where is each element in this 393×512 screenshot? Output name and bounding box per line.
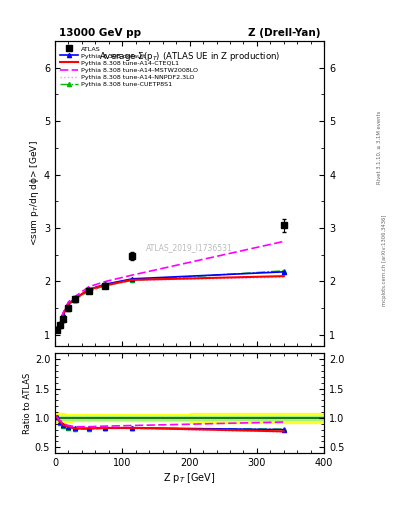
Text: Z (Drell-Yan): Z (Drell-Yan)	[248, 28, 320, 38]
Text: 13000 GeV pp: 13000 GeV pp	[59, 28, 141, 38]
Bar	[55, 416, 324, 420]
Bar	[82, 414, 97, 421]
Y-axis label: Ratio to ATLAS: Ratio to ATLAS	[23, 373, 32, 434]
Bar	[190, 413, 324, 422]
Text: mcplots.cern.ch [arXiv:1306.3436]: mcplots.cern.ch [arXiv:1306.3436]	[382, 215, 387, 306]
Bar	[55, 412, 59, 424]
Bar	[59, 413, 62, 423]
Legend: ATLAS, Pythia 8.308 default, Pythia 8.308 tune-A14-CTEQL1, Pythia 8.308 tune-A14: ATLAS, Pythia 8.308 default, Pythia 8.30…	[58, 44, 200, 89]
Bar	[97, 414, 119, 421]
Text: ATLAS_2019_I1736531: ATLAS_2019_I1736531	[146, 244, 233, 252]
Bar	[72, 414, 82, 421]
Bar	[119, 414, 190, 421]
Bar	[65, 414, 72, 422]
Text: Rivet 3.1.10, ≥ 3.1M events: Rivet 3.1.10, ≥ 3.1M events	[377, 111, 382, 184]
Y-axis label: <sum p$_T$/dη dϕ> [GeV]: <sum p$_T$/dη dϕ> [GeV]	[28, 140, 41, 246]
Text: Average Σ(p$_T$) (ATLAS UE in Z production): Average Σ(p$_T$) (ATLAS UE in Z producti…	[99, 50, 280, 63]
Bar	[62, 413, 65, 422]
X-axis label: Z p$_T$ [GeV]: Z p$_T$ [GeV]	[163, 471, 216, 485]
